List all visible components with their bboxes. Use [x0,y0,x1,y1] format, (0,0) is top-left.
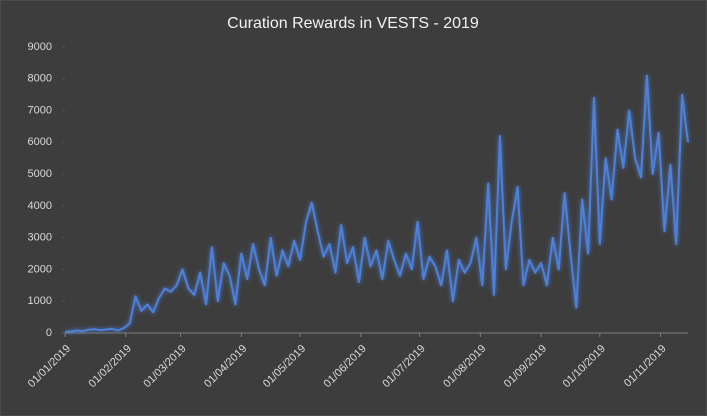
y-tick-label: 2000 [28,263,52,275]
y-tick-label: 0 [46,327,52,339]
y-tick-label: 8000 [28,73,52,85]
y-tick-label: 6000 [28,136,52,148]
y-tick-label: 7000 [28,104,52,116]
y-tick-label: 9000 [28,41,52,53]
y-tick-label: 3000 [28,232,52,244]
y-tick-label: 4000 [28,200,52,212]
y-tick-label: 1000 [28,295,52,307]
y-tick-label: 5000 [28,168,52,180]
data-line [64,74,689,333]
chart-title: Curation Rewards in VESTS - 2019 [227,15,479,32]
